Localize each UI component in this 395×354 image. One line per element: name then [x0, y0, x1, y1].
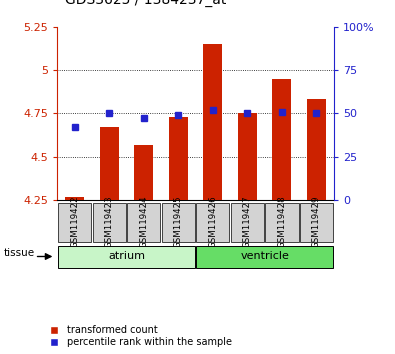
Text: GSM119425: GSM119425 [174, 196, 183, 249]
Bar [238, 113, 257, 200]
Bar [65, 196, 84, 200]
Bar [196, 246, 333, 268]
Bar [300, 202, 333, 242]
Bar [265, 202, 299, 242]
Bar [169, 117, 188, 200]
Text: GSM119426: GSM119426 [208, 196, 217, 249]
Bar [100, 127, 118, 200]
Bar [162, 202, 195, 242]
Text: GSM119427: GSM119427 [243, 196, 252, 249]
Text: GSM119422: GSM119422 [70, 196, 79, 249]
Text: tissue: tissue [4, 249, 35, 258]
Bar [92, 202, 126, 242]
Legend: transformed count, percentile rank within the sample: transformed count, percentile rank withi… [44, 325, 232, 347]
Bar [196, 202, 229, 242]
Bar [58, 202, 91, 242]
Bar [203, 44, 222, 200]
Text: atrium: atrium [108, 251, 145, 262]
Text: GSM119424: GSM119424 [139, 196, 148, 249]
Bar [307, 99, 326, 200]
Text: GDS3625 / 1384237_at: GDS3625 / 1384237_at [65, 0, 227, 7]
Text: GSM119428: GSM119428 [277, 196, 286, 249]
Text: GSM119429: GSM119429 [312, 196, 321, 249]
Bar [273, 79, 292, 200]
Bar [127, 202, 160, 242]
Text: GSM119423: GSM119423 [105, 196, 114, 249]
Bar [134, 144, 153, 200]
Bar [231, 202, 264, 242]
Text: ventricle: ventricle [240, 251, 289, 262]
Bar [58, 246, 195, 268]
